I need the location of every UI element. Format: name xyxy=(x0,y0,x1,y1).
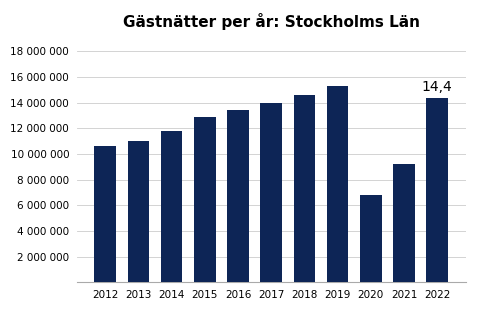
Bar xyxy=(194,117,216,282)
Bar xyxy=(426,98,448,282)
Title: Gästnätter per år: Stockholms Län: Gästnätter per år: Stockholms Län xyxy=(123,13,420,30)
Bar xyxy=(327,86,348,282)
Bar xyxy=(161,131,182,282)
Bar xyxy=(393,164,415,282)
Text: 14,4: 14,4 xyxy=(422,80,453,94)
Bar xyxy=(360,195,382,282)
Bar xyxy=(294,95,315,282)
Bar xyxy=(128,141,149,282)
Bar xyxy=(227,110,249,282)
Bar xyxy=(261,103,282,282)
Bar xyxy=(95,146,116,282)
